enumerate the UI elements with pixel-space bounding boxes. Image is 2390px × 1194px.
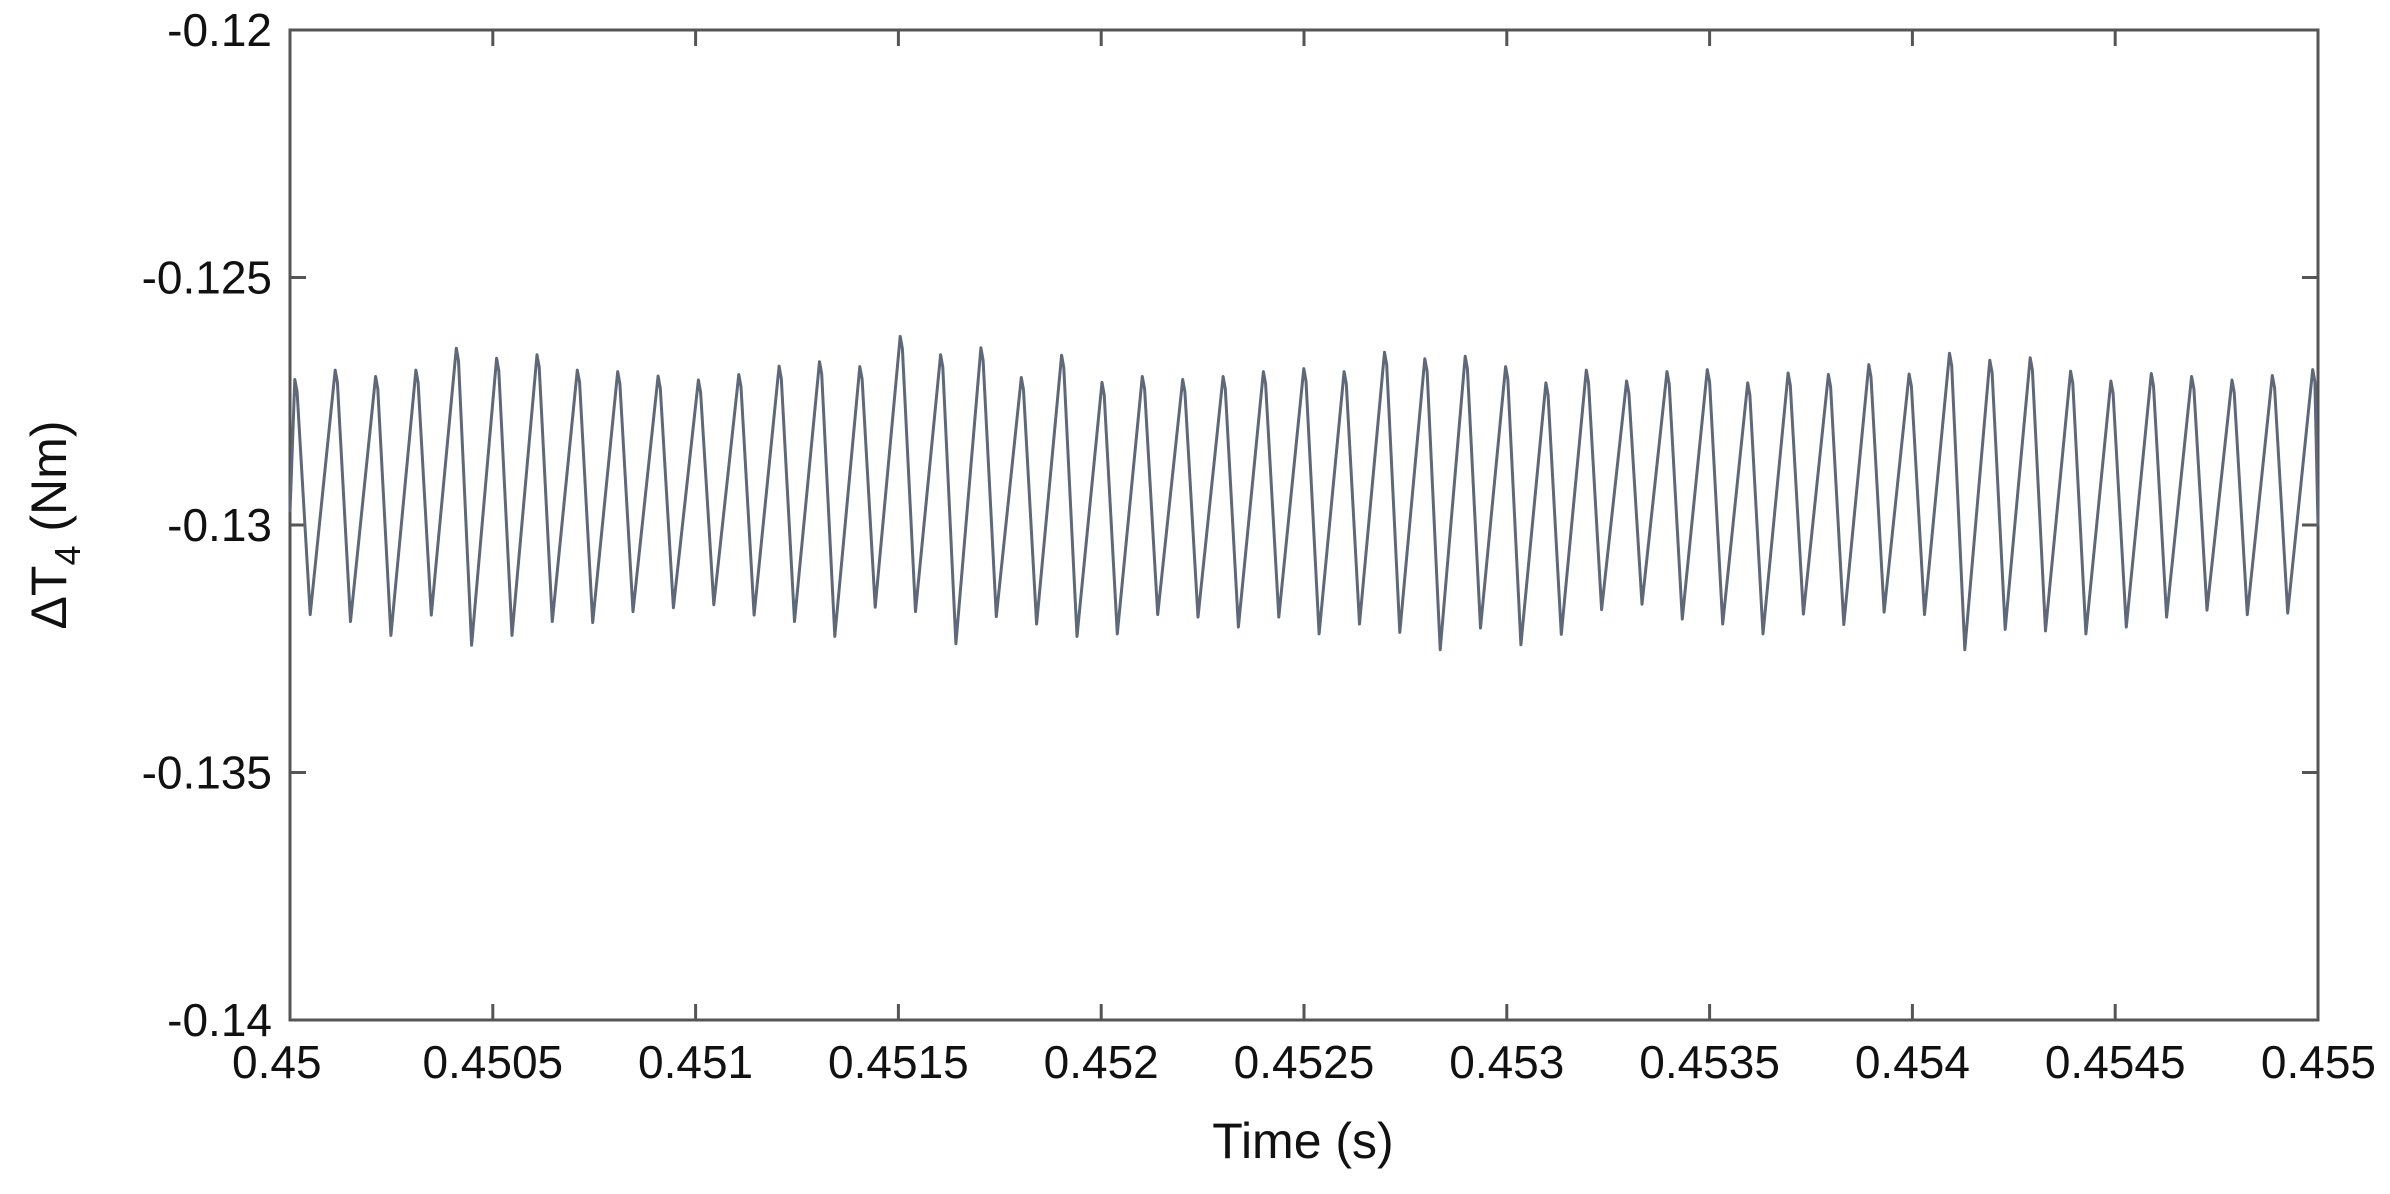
x-axis-title: Time (s) — [1212, 1113, 1393, 1169]
x-tick-label: 0.453 — [1449, 1036, 1564, 1088]
x-tick-labels: 0.45 0.4505 0.451 0.4515 0.452 0.4525 0.453 0.4… — [232, 1036, 2376, 1088]
y-tick-label: -0.125 — [142, 252, 272, 304]
x-tick-label: 0.4525 — [1234, 1036, 1375, 1088]
y-tick-label: -0.14 — [167, 994, 272, 1046]
x-tick-label: 0.45 — [232, 1036, 322, 1088]
x-tick-label: 0.4505 — [422, 1036, 563, 1088]
y-tick-labels: -0.14 -0.135 -0.13 -0.125 -0.12 — [142, 4, 272, 1046]
x-tick-label: 0.451 — [638, 1036, 753, 1088]
y-tick-label: -0.13 — [167, 499, 272, 551]
series-line-delta-t4 — [288, 334, 2320, 652]
x-tick-label: 0.4515 — [828, 1036, 969, 1088]
x-tick-label: 0.4535 — [1639, 1036, 1780, 1088]
x-tick-label: 0.455 — [2261, 1036, 2376, 1088]
y-ticks — [290, 28, 2318, 1022]
x-tick-label: 0.454 — [1855, 1036, 1970, 1088]
y-axis-title-prefix: ΔT — [21, 566, 77, 630]
x-ticks — [288, 30, 2320, 1020]
y-axis-title: ΔT4 (Nm) — [21, 421, 88, 630]
x-tick-label: 0.4545 — [2045, 1036, 2186, 1088]
y-axis-title-suffix: (Nm) — [21, 421, 77, 546]
y-tick-label: -0.135 — [142, 747, 272, 799]
x-tick-label: 0.452 — [1044, 1036, 1159, 1088]
y-tick-label: -0.12 — [167, 4, 272, 56]
y-axis-title-subscript: 4 — [47, 545, 88, 565]
